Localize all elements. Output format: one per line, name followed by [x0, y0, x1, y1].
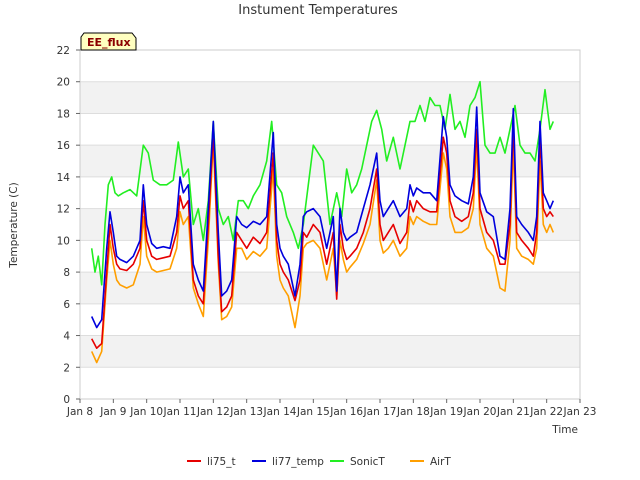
- y-tick-label: 16: [57, 140, 71, 152]
- y-tick-label: 20: [57, 77, 70, 89]
- x-tick-label: Jan 17: [363, 406, 397, 418]
- background-band: [80, 272, 580, 304]
- y-tick-label: 22: [57, 45, 70, 57]
- x-tick-label: Jan 16: [329, 406, 363, 418]
- y-tick-label: 6: [63, 299, 70, 311]
- y-axis-ticks: 0 2 4 6 8 10 12 14 16 18 20 22: [57, 45, 80, 406]
- x-tick-label: Jan 22: [529, 406, 563, 418]
- background-band: [80, 335, 580, 368]
- plot-frame: [79, 49, 581, 400]
- series-line-li77-temp: [90, 106, 555, 329]
- y-tick-label: 10: [57, 235, 70, 247]
- series-line-li75-t: [90, 120, 554, 350]
- y-tick-label: 4: [63, 331, 70, 343]
- x-tick-label: Jan 8: [66, 406, 93, 418]
- y-tick-label: 18: [57, 108, 70, 120]
- x-tick-label: Jan 18: [396, 406, 430, 418]
- x-tick-label: Jan 10: [129, 406, 163, 418]
- series-line-airt: [90, 139, 555, 364]
- x-tick-label: Jan 12: [196, 406, 230, 418]
- chart-title: Instument Temperatures: [238, 3, 398, 18]
- ee-flux-badge: EE_flux: [80, 32, 137, 51]
- legend-label: SonicT: [350, 456, 385, 468]
- x-axis-ticks: Jan 8 Jan 9 Jan 10 Jan 11 Jan 12 Jan 13 Jan 14…: [66, 399, 597, 418]
- y-tick-label: 8: [63, 267, 70, 279]
- series-lines: [90, 80, 555, 364]
- legend-label: li75_t: [207, 456, 236, 468]
- legend: li75_t li77_temp SonicT AirT: [187, 456, 451, 468]
- x-tick-label: Jan 9: [99, 406, 126, 418]
- badge-label: EE_flux: [87, 36, 131, 49]
- x-axis-label: Time: [551, 424, 578, 436]
- background-band: [80, 81, 580, 114]
- x-tick-label: Jan 11: [163, 406, 197, 418]
- y-tick-label: 12: [57, 204, 70, 216]
- x-tick-label: Jan 23: [563, 406, 597, 418]
- y-tick-label: 0: [63, 394, 70, 406]
- y-tick-label: 2: [63, 362, 70, 374]
- x-tick-label: Jan 20: [463, 406, 497, 418]
- x-tick-label: Jan 13: [229, 406, 263, 418]
- y-tick-label: 14: [57, 172, 71, 184]
- x-tick-label: Jan 19: [429, 406, 463, 418]
- x-tick-label: Jan 14: [263, 406, 297, 418]
- y-axis-label: Temperature (C): [8, 182, 20, 268]
- series-line-sonict: [90, 80, 555, 286]
- legend-label: li77_temp: [272, 456, 324, 468]
- x-tick-label: Jan 15: [296, 406, 330, 418]
- legend-label: AirT: [430, 456, 451, 468]
- x-tick-label: Jan 21: [496, 406, 530, 418]
